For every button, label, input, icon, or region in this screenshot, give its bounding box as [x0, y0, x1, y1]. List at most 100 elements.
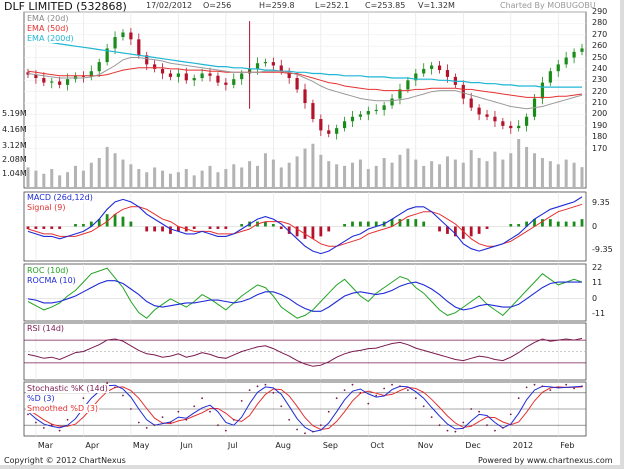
- volume-bar: [271, 159, 275, 188]
- macd-hist-bar: [564, 221, 568, 227]
- volume-bar: [525, 146, 529, 188]
- macd-hist-bar: [176, 226, 180, 232]
- volume-tick-label: 5.19M: [2, 109, 27, 118]
- macd-hist-bar: [129, 221, 133, 227]
- stoch-k-dot: [509, 413, 512, 416]
- volume-bar: [42, 173, 46, 188]
- candle-body: [422, 68, 426, 74]
- volume-bar: [343, 165, 347, 188]
- candle-body: [287, 71, 291, 79]
- signal-line: [27, 203, 583, 247]
- volume-bar: [73, 165, 77, 188]
- volume-bar: [533, 153, 537, 188]
- x-axis-label: Dec: [465, 441, 481, 450]
- candle-body: [493, 116, 497, 122]
- stoch-k-dot: [391, 383, 393, 386]
- volume-bar: [556, 164, 560, 188]
- price-tick-label: 170: [592, 143, 608, 153]
- macd-hist-bar: [216, 226, 220, 229]
- candle-body: [81, 75, 85, 77]
- macd-hist-bar: [50, 226, 54, 229]
- copyright-text: Copyright © 2012 ChartNexus: [4, 456, 126, 465]
- stoch-k-dot: [248, 389, 251, 391]
- macd-hist-bar: [192, 226, 196, 229]
- price-tick-label: 240: [592, 63, 608, 73]
- macd-hist-bar: [264, 221, 267, 227]
- price-tick-label: 290: [592, 7, 608, 16]
- macd-hist-bar: [42, 226, 46, 229]
- candle-body: [406, 80, 410, 90]
- volume-bar: [89, 162, 93, 188]
- stoch-k-dot: [430, 416, 433, 418]
- volume-bar: [366, 169, 370, 188]
- stoch-k-dot: [58, 429, 61, 432]
- legend-signal: Signal (9): [26, 203, 67, 212]
- price-tick-label: 200: [592, 109, 608, 119]
- candle-body: [129, 32, 133, 40]
- candle-body: [145, 55, 149, 65]
- volume-bar: [256, 165, 260, 188]
- roc-tick-label: 0: [592, 293, 598, 303]
- volume-bar: [161, 170, 165, 188]
- stoch-k-dot: [145, 427, 148, 429]
- macd-hist-bar: [446, 226, 449, 234]
- x-axis-label: 2012: [512, 441, 534, 450]
- volume-bar: [168, 173, 172, 188]
- stoch-k-dot: [106, 382, 109, 384]
- stoch-k-dot: [50, 424, 53, 427]
- volume-bar: [311, 143, 315, 188]
- macd-hist-bar: [153, 226, 157, 232]
- volume-bar: [414, 159, 418, 188]
- stoch-k-dot: [359, 391, 362, 394]
- candle-body: [168, 73, 173, 77]
- x-axis-label: Nov: [417, 441, 434, 450]
- volume-bar: [350, 162, 354, 188]
- powered-by-text: Powered by www.chartnexus.com: [478, 456, 613, 465]
- candle-body: [327, 130, 331, 134]
- macd-hist-bar: [89, 221, 93, 227]
- stoch-k-dot: [304, 432, 306, 435]
- candle-body: [580, 48, 584, 52]
- candle-body: [137, 39, 141, 56]
- candle-body: [445, 70, 450, 77]
- volume-bar: [422, 165, 426, 188]
- volume-bar: [303, 148, 307, 188]
- macd-hist-bar: [303, 226, 307, 239]
- x-axis-label: Jun: [180, 441, 193, 450]
- macd-hist-bar: [311, 226, 315, 239]
- macd-hist-bar: [279, 226, 283, 229]
- candle-body: [311, 103, 315, 120]
- macd-hist-bar: [208, 226, 212, 229]
- candle-body: [295, 78, 299, 90]
- volume-tick-label: 3.12M: [2, 141, 27, 150]
- stoch-k-dot: [399, 385, 401, 388]
- macd-hist-bar: [580, 219, 584, 227]
- price-tick-label: 270: [592, 29, 608, 39]
- candle-body: [42, 78, 46, 83]
- candle-body: [509, 125, 513, 129]
- volume-bar: [224, 169, 228, 188]
- volume-bar: [66, 172, 70, 188]
- macd-hist-bar: [343, 224, 346, 227]
- stoch-k-dot: [185, 418, 188, 421]
- price-tick-label: 190: [592, 120, 608, 130]
- volume-bar: [176, 172, 180, 188]
- volume-bar: [548, 161, 552, 188]
- legend-rocma: ROCMA (10): [26, 276, 77, 285]
- volume-bar: [517, 139, 521, 188]
- stoch-k-dot: [501, 427, 504, 429]
- macd-hist-bar: [374, 221, 378, 227]
- macd-hist-bar: [548, 219, 552, 227]
- candle-body: [216, 75, 220, 83]
- stoch-k-dot: [312, 430, 314, 433]
- volume-bar: [105, 146, 109, 188]
- candle-body: [358, 114, 362, 117]
- stoch-k-dot: [137, 421, 140, 424]
- macd-hist-bar: [469, 226, 473, 237]
- stoch-k-dot: [375, 394, 378, 397]
- volume-bar: [58, 175, 62, 188]
- macd-hist-bar: [105, 214, 109, 227]
- volume-tick-label: 4.16M: [2, 125, 27, 134]
- candle-body: [97, 62, 101, 72]
- macd-hist-bar: [351, 221, 354, 227]
